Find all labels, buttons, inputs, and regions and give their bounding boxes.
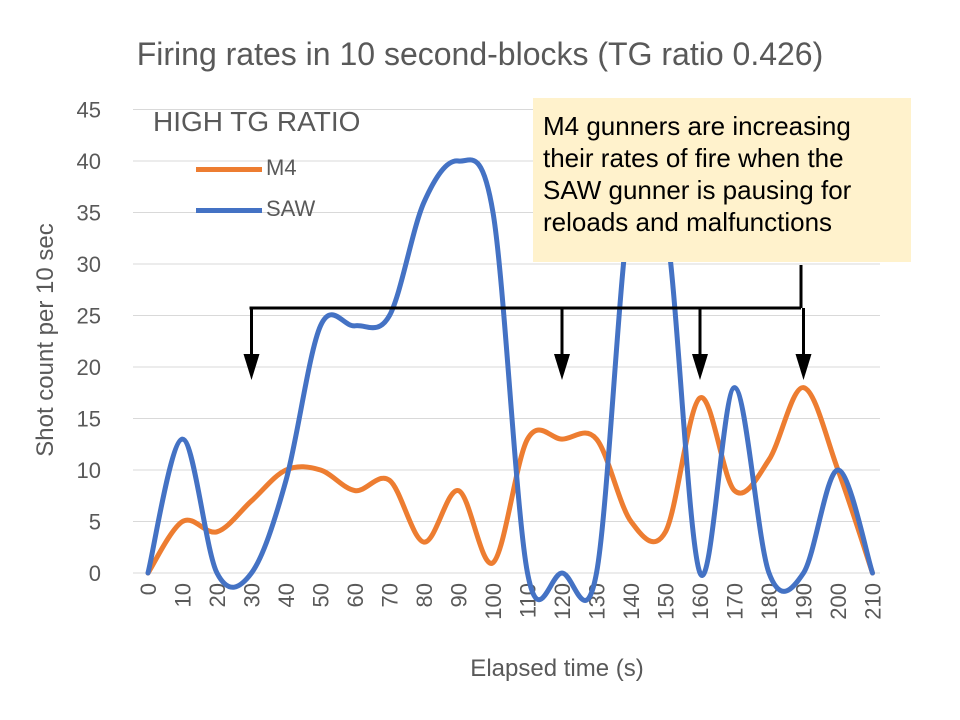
arrow-head — [243, 354, 260, 380]
x-tick-label: 210 — [861, 583, 886, 620]
legend-item-saw: SAW — [196, 196, 315, 222]
x-tick-label: 140 — [619, 583, 644, 620]
legend-swatch-m4 — [196, 166, 262, 172]
x-tick-label: 100 — [481, 583, 506, 620]
x-axis-label: Elapsed time (s) — [470, 655, 644, 682]
y-tick-label: 40 — [77, 149, 101, 174]
legend-label-saw: SAW — [266, 196, 316, 221]
legend-swatch-saw — [196, 207, 262, 213]
series-lines — [145, 157, 875, 603]
y-tick-label: 35 — [77, 201, 101, 226]
x-tick-label: 190 — [792, 583, 817, 620]
x-tick-label: 40 — [274, 583, 299, 607]
arrow-head — [795, 354, 812, 380]
x-tick-labels: 0 10 20 30 40 50 60 70 80 90 100 110 120 130 140 150 160… — [136, 583, 886, 620]
y-tick-label: 0 — [89, 561, 101, 586]
y-tick-label: 20 — [77, 355, 101, 380]
y-tick-label: 5 — [89, 510, 101, 535]
legend-label-m4: M4 — [266, 155, 297, 180]
series-line-m4 — [145, 385, 875, 576]
y-tick-label: 25 — [77, 304, 101, 329]
x-tick-label: 70 — [378, 583, 403, 607]
y-tick-labels: 0 5 10 15 20 25 30 35 40 45 — [77, 98, 101, 587]
y-axis-label: Shot count per 10 sec — [32, 223, 59, 457]
chart-title: Firing rates in 10 second-blocks (TG rat… — [136, 36, 824, 72]
arrow-head — [692, 354, 708, 380]
series-line-saw — [145, 157, 875, 603]
y-tick-label: 15 — [77, 407, 101, 432]
x-tick-label: 10 — [171, 583, 196, 607]
x-tick-label: 150 — [654, 583, 679, 620]
y-tick-label: 10 — [77, 458, 101, 483]
chart-subtitle-label: HIGH TG RATIO — [153, 106, 361, 137]
x-tick-label: 170 — [723, 583, 748, 620]
legend-item-m4: M4 — [196, 155, 297, 181]
annotation-box: M4 gunners are increasing their rates of… — [533, 98, 911, 262]
x-tick-label: 60 — [343, 583, 368, 607]
y-tick-label: 30 — [77, 252, 101, 277]
x-tick-label: 50 — [309, 583, 334, 607]
x-tick-label: 120 — [550, 583, 575, 620]
x-tick-label: 30 — [240, 583, 265, 607]
x-tick-label: 160 — [688, 583, 713, 620]
y-tick-label: 45 — [77, 98, 101, 123]
arrow-head — [554, 354, 570, 380]
x-tick-label: 80 — [412, 583, 437, 607]
x-tick-label: 200 — [826, 583, 851, 620]
annotation-arrows — [243, 265, 812, 380]
x-tick-label: 0 — [136, 583, 161, 595]
x-tick-label: 90 — [447, 583, 472, 607]
